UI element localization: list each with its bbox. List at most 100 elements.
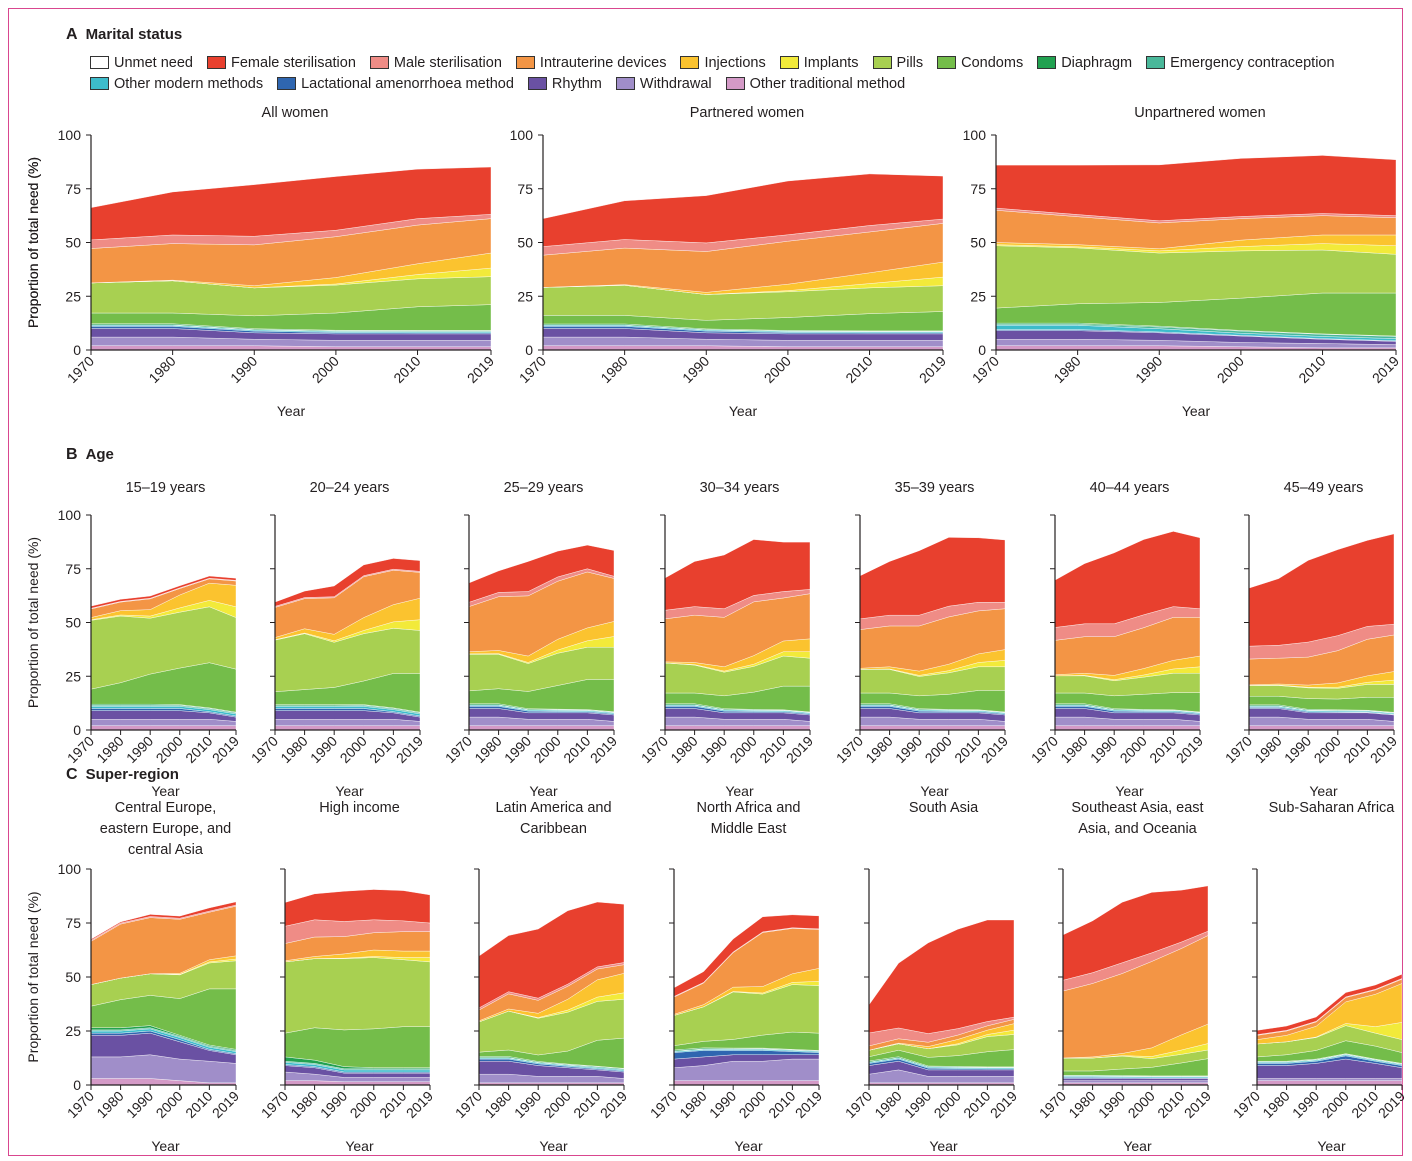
x-tick-label: 1990 [901,1088,934,1121]
x-tick-label: 1990 [317,1088,350,1121]
panel-title: North Africa and Middle East [697,800,801,837]
legend-item: Implants [779,54,859,71]
x-tick-label: 2000 [1319,1088,1352,1121]
x-tick-label: 1970 [1222,733,1255,766]
area-female-sterilisation [1054,531,1201,628]
section-c-label: Super-region [85,766,179,783]
legend-label: Male sterilisation [393,54,502,71]
legend-swatch [937,56,957,69]
area-female-sterilisation [284,889,431,927]
area-female-sterilisation [1256,973,1403,1035]
x-tick-label: 1970 [442,733,475,766]
legend-label: Diaphragm [1061,54,1133,71]
legend-item: Female sterilisation [207,55,356,71]
legend-swatch [277,77,297,90]
x-tick-label: 1980 [93,1088,126,1121]
x-tick-label: 1990 [501,733,534,766]
area-withdrawal [1062,1080,1209,1084]
area-female-sterilisation [859,537,1006,620]
area-female-sterilisation [995,155,1397,221]
x-tick-label: 1980 [1251,733,1284,766]
x-tick-label: 1970 [638,733,671,766]
legend-label: Implants [803,54,859,71]
panel-title: Sub-Saharan Africa [1269,800,1396,816]
x-tick-label: 2019 [393,733,426,766]
area-other-traditional-method [859,725,1006,731]
x-tick-label: 2010 [182,733,215,766]
y-tick-label: 0 [73,1077,81,1093]
area-female-sterilisation [90,166,492,241]
x-axis-label: Year [734,1138,763,1154]
x-tick-label: 2000 [153,1088,186,1121]
x-tick-label: 1990 [307,733,340,766]
x-tick-label: 2000 [1311,733,1344,766]
x-tick-label: 1980 [597,353,630,386]
x-tick-label: 2010 [951,733,984,766]
legend-swatch [90,77,109,90]
legend-label: Withdrawal [639,75,712,92]
x-tick-label: 2010 [1146,733,1179,766]
x-tick-label: 1970 [969,353,1002,386]
x-tick-label: 1970 [258,1088,291,1121]
y-tick-label: 0 [73,722,81,738]
area-pills [284,957,431,1034]
area-female-sterilisation [868,919,1015,1034]
section-a-title: A Marital status [66,26,182,44]
x-tick-label: 1970 [64,1088,97,1121]
x-tick-label: 1980 [676,1088,709,1121]
panel-title: Southeast Asia, east Asia, and Oceania [1071,800,1203,837]
x-tick-label: 1970 [64,733,97,766]
section-c-title: C Super-region [66,766,179,784]
legend-label: Female sterilisation [231,54,356,71]
x-tick-label: 2000 [727,733,760,766]
x-tick-label: 1990 [697,733,730,766]
section-b-letter: B [66,446,78,463]
x-axis-label: Year [151,783,180,799]
section-a-letter: A [66,26,78,43]
panel-title: South Asia [909,800,979,816]
x-tick-label: 2010 [1295,353,1328,386]
x-tick-label: 2019 [1375,1088,1408,1121]
x-tick-label: 1970 [64,353,97,386]
legend-swatch [680,56,700,69]
x-tick-label: 2019 [403,1088,436,1121]
panel-title: 15–19 years [126,480,206,496]
legend-label: Condoms [961,54,1024,71]
x-tick-label: 1970 [842,1088,875,1121]
x-axis-label: Year [345,1138,374,1154]
area-female-sterilisation [90,901,237,941]
legend: Unmet need Female sterilisation Male steri… [90,52,1410,94]
area-female-sterilisation [468,544,615,603]
legend-row: Unmet need Female sterilisation Male steri… [90,52,1410,73]
y-tick-label: 25 [65,668,81,684]
legend-label: Lactational amenorrhoea method [301,75,514,92]
panel-title: Central Europe, eastern Europe, and centra… [100,800,231,858]
x-tick-label: 2010 [1154,1088,1187,1121]
y-tick-label: 25 [970,288,986,304]
legend-label: Other modern methods [114,75,264,92]
x-tick-label: 1980 [862,733,895,766]
y-tick-label: 0 [978,342,986,358]
area-female-sterilisation [478,901,625,1009]
y-axis-label: Proportion of total need (%) [25,157,41,328]
legend-label: Pills [896,54,924,71]
legend-item: Injections [680,55,766,71]
x-axis-label: Year [1309,783,1338,799]
x-tick-label: 1980 [1259,1088,1292,1121]
area-female-sterilisation [664,539,811,611]
y-axis-label: Proportion of total need (%) [25,157,41,328]
y-tick-label: 0 [73,342,81,358]
area-withdrawal [1256,1078,1403,1081]
y-axis-label: Proportion of total need (%) [25,537,41,708]
x-tick-label: 2000 [541,1088,574,1121]
figure-frame [8,8,1403,1156]
x-tick-label: 2000 [1214,353,1247,386]
x-tick-label: 2010 [1348,1088,1381,1121]
y-tick-label: 75 [65,561,81,577]
x-tick-label: 1970 [1036,1088,1069,1121]
